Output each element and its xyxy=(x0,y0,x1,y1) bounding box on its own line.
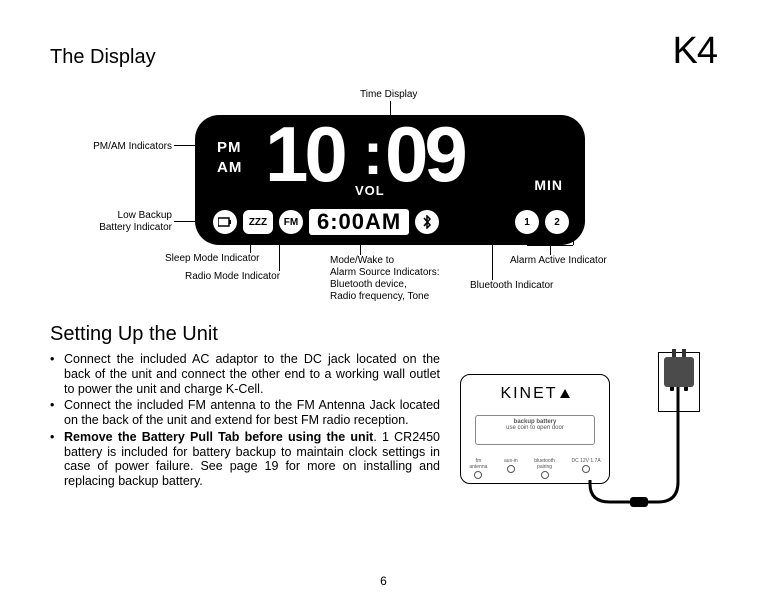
device-diagram: KINET backup battery use coin to open do… xyxy=(460,352,700,512)
callout-bluetooth: Bluetooth Indicator xyxy=(470,280,553,292)
time-colon: : xyxy=(363,119,383,188)
callout-sleep: Sleep Mode Indicator xyxy=(165,253,260,265)
time-minutes: 09 xyxy=(385,109,464,200)
setup-item: Connect the included FM antenna to the F… xyxy=(50,398,440,428)
callout-radio-mode: Radio Mode Indicator xyxy=(185,271,280,283)
model-label: K4 xyxy=(673,30,717,73)
min-label: MIN xyxy=(534,177,563,193)
callout-time-display: Time Display xyxy=(360,89,417,101)
fm-icon: FM xyxy=(279,210,303,234)
setup-list: Connect the included AC adaptor to the D… xyxy=(50,352,440,512)
callout-alarm: Alarm Active Indicator xyxy=(510,255,607,267)
leader-line xyxy=(527,245,573,246)
page-number: 6 xyxy=(0,574,767,588)
alarm-time: 6:00AM xyxy=(309,209,409,235)
setup-item: Remove the Battery Pull Tab before using… xyxy=(50,430,440,489)
page-section-title: The Display xyxy=(50,46,156,69)
cable-icon xyxy=(460,352,700,512)
alarm-1-icon: 1 xyxy=(515,210,539,234)
pm-indicator: PM xyxy=(217,139,242,156)
setup-bold: Remove the Battery Pull Tab before using… xyxy=(64,430,373,444)
am-indicator: AM xyxy=(217,159,242,176)
ferrite-icon xyxy=(630,497,648,507)
low-battery-icon xyxy=(213,210,237,234)
display-diagram: Time Display PM/AM Indicators Low Backup… xyxy=(50,85,717,315)
callout-mode-wake: Mode/Wake to Alarm Source Indicators: Bl… xyxy=(330,255,440,303)
clock-display: PM AM 10 : 09 VOL MIN ZZZ FM 6:00AM 1 2 xyxy=(195,115,585,245)
callout-low-batt: Low Backup Battery Indicator xyxy=(66,210,172,234)
vol-label: VOL xyxy=(355,183,385,198)
setup-item: Connect the included AC adaptor to the D… xyxy=(50,352,440,396)
time-hours: 10 xyxy=(265,109,344,200)
callout-pm-am: PM/AM Indicators xyxy=(60,141,172,153)
setup-heading: Setting Up the Unit xyxy=(50,323,717,346)
bluetooth-icon xyxy=(415,210,439,234)
alarm-2-icon: 2 xyxy=(545,210,569,234)
sleep-icon: ZZZ xyxy=(243,210,273,234)
